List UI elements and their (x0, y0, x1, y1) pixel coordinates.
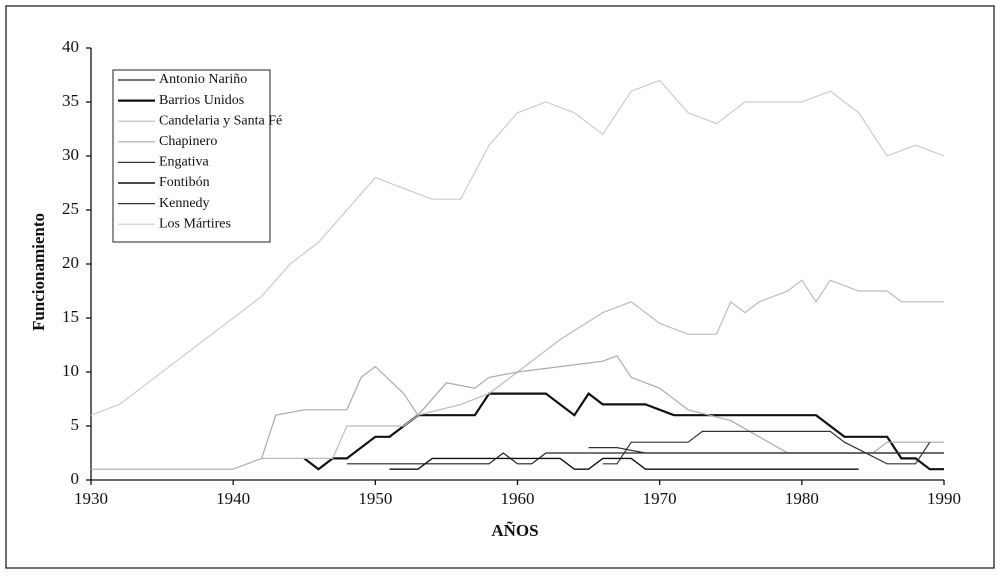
line (261, 279, 944, 459)
x-tick-label: 1960 (501, 489, 535, 508)
x-tick-label: 1970 (643, 489, 677, 508)
legend-label: Candelaria y Santa Fé (159, 113, 282, 128)
legend-label: Engativa (159, 155, 210, 170)
line (346, 452, 944, 465)
y-axis-label: Funcionamiento (29, 213, 48, 331)
legend-label: Fontibón (159, 175, 210, 190)
x-tick-label: 1930 (74, 489, 108, 508)
y-tick-label: 25 (62, 199, 79, 218)
y-tick-label: 35 (62, 91, 79, 110)
legend-box (112, 69, 271, 243)
y-tick-label: 15 (62, 307, 79, 326)
y-tick-label: 20 (62, 253, 79, 272)
line (90, 79, 945, 416)
x-tick-label: 1990 (927, 489, 961, 508)
y-tick-label: 0 (71, 469, 80, 488)
line (588, 447, 944, 454)
line (602, 430, 931, 465)
x-tick-label: 1940 (216, 489, 250, 508)
legend-label: Chapinero (159, 134, 217, 149)
x-tick-label: 1980 (785, 489, 819, 508)
y-tick-label: 40 (62, 37, 79, 56)
y-tick-label: 5 (71, 415, 80, 434)
legend-label: Barrios Unidos (159, 93, 244, 108)
frame (5, 5, 995, 569)
legend-label: Kennedy (159, 196, 210, 211)
legend-label: Los Mártires (159, 216, 231, 231)
line (91, 355, 944, 470)
x-axis-label: AÑOS (491, 521, 538, 540)
line (303, 392, 944, 471)
line (389, 457, 859, 470)
y-tick-label: 10 (62, 361, 79, 380)
x-tick-label: 1950 (358, 489, 392, 508)
y-tick-label: 30 (62, 145, 79, 164)
legend-label: Antonio Nariño (159, 72, 247, 87)
